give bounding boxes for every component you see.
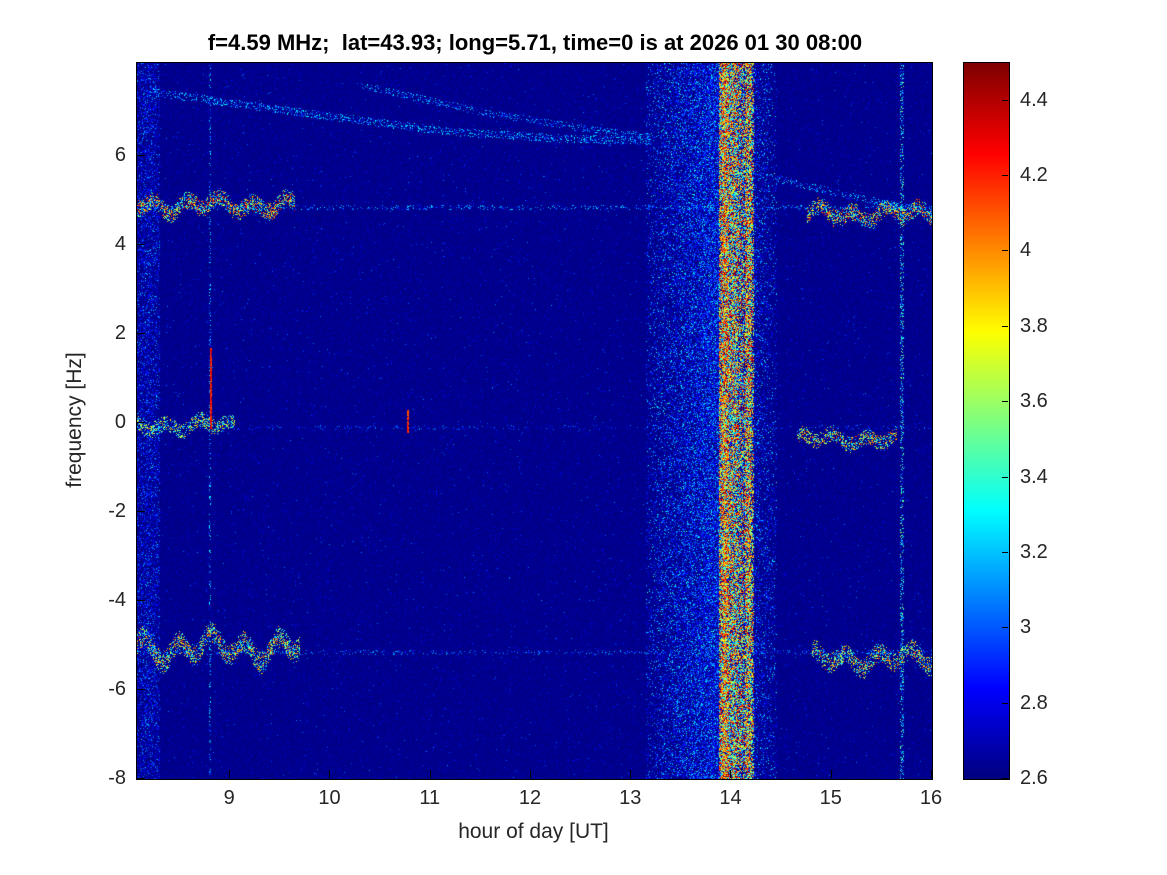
colorbar-tick-mark <box>1002 551 1008 553</box>
x-tick-label: 13 <box>619 787 642 809</box>
colorbar-canvas <box>964 63 1009 779</box>
x-tick-mark <box>529 770 531 778</box>
colorbar-tick-label: 2.6 <box>1020 767 1048 789</box>
colorbar-tick-mark <box>1002 401 1008 403</box>
colorbar-tick-mark <box>1002 476 1008 478</box>
x-tick-mark <box>329 770 331 778</box>
x-tick-mark <box>630 770 632 778</box>
x-tick-mark <box>429 770 431 778</box>
colorbar-tick-mark <box>1002 627 1008 629</box>
y-tick-mark <box>137 333 145 335</box>
y-tick-label: -6 <box>108 678 126 701</box>
x-tick-label: 12 <box>518 787 542 809</box>
x-tick-mark <box>730 770 732 778</box>
y-tick-mark <box>137 778 145 779</box>
x-tick-label: 16 <box>919 787 943 809</box>
x-axis-label: hour of day [UT] <box>458 820 609 843</box>
x-tick-mark <box>830 770 832 778</box>
colorbar-tick-label: 3.2 <box>1020 540 1048 563</box>
colorbar-tick-label: 4.2 <box>1020 164 1048 187</box>
y-tick-label: 2 <box>114 322 126 345</box>
y-tick-label: -8 <box>108 767 126 789</box>
plot-area <box>136 62 933 780</box>
colorbar-tick-label: 2.8 <box>1020 691 1048 714</box>
colorbar-tick-mark <box>1002 250 1008 252</box>
y-tick-label: -4 <box>108 589 126 612</box>
colorbar-tick-mark <box>1002 99 1008 101</box>
y-tick-mark <box>137 600 145 602</box>
x-tick-label: 10 <box>318 787 341 809</box>
colorbar-tick-label: 3.6 <box>1020 390 1048 413</box>
y-tick-label: 6 <box>114 144 126 167</box>
x-tick-label: 15 <box>819 787 842 809</box>
colorbar <box>963 62 1010 780</box>
heatmap-canvas <box>137 63 932 779</box>
y-tick-mark <box>137 155 145 157</box>
y-tick-mark <box>137 244 145 246</box>
x-tick-label: 11 <box>419 787 441 809</box>
y-tick-mark <box>137 422 145 424</box>
y-tick-mark <box>137 689 145 691</box>
colorbar-tick-label: 4.4 <box>1020 88 1048 111</box>
x-tick-label: 14 <box>719 787 742 809</box>
x-tick-label: 9 <box>223 787 235 809</box>
colorbar-tick-label: 4 <box>1020 239 1032 262</box>
x-tick-mark <box>229 770 231 778</box>
colorbar-tick-label: 3 <box>1020 616 1032 639</box>
y-tick-label: 0 <box>114 411 126 434</box>
y-tick-label: -2 <box>108 500 126 523</box>
colorbar-tick-label: 3.8 <box>1020 314 1048 337</box>
y-tick-label: 4 <box>114 233 126 256</box>
colorbar-tick-mark <box>1002 325 1008 327</box>
colorbar-tick-label: 3.4 <box>1020 465 1048 488</box>
colorbar-tick-mark <box>1002 778 1008 779</box>
colorbar-tick-mark <box>1002 702 1008 704</box>
colorbar-tick-mark <box>1002 175 1008 177</box>
x-tick-mark <box>931 770 932 778</box>
chart-title: f=4.59 MHz; lat=43.93; long=5.71, time=0… <box>207 30 863 55</box>
y-tick-mark <box>137 511 145 513</box>
